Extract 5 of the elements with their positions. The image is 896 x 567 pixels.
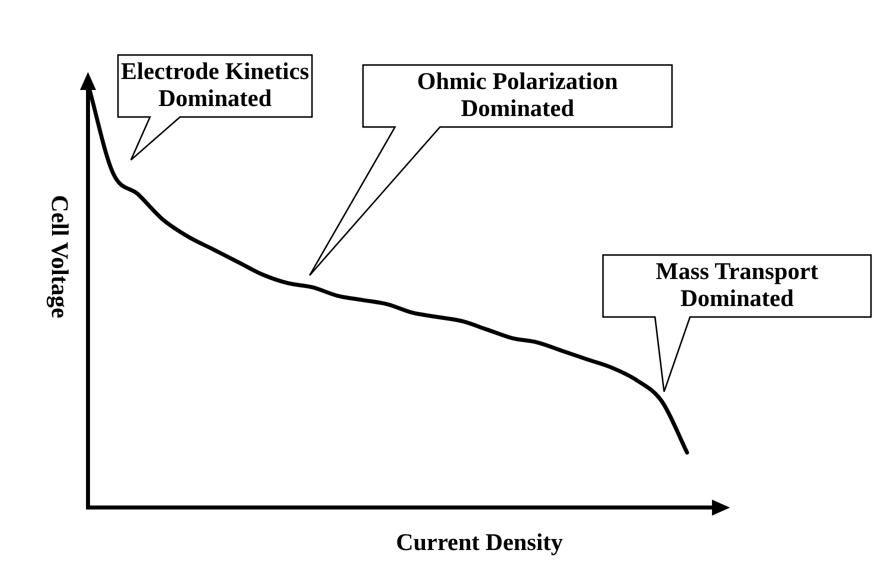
y-axis-title: Cell Voltage [45,195,72,318]
annotation: Mass Transport Dominated [654,258,820,314]
annotation: Electrode Kinetics Dominated [120,58,310,114]
annotation: Ohmic Polarization Dominated [416,68,619,124]
x-axis-title: Current Density [396,530,563,557]
